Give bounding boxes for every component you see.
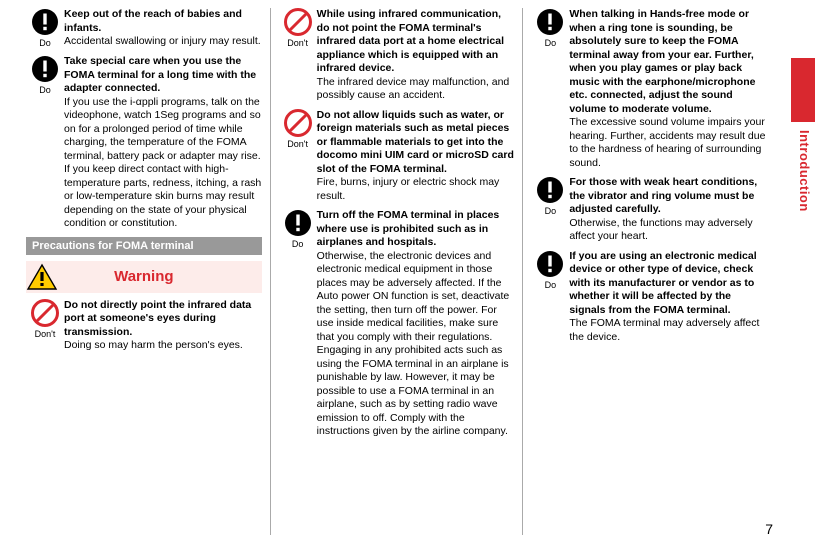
dont-icon-wrap: Don't	[279, 109, 317, 204]
do-icon-label: Do	[531, 38, 569, 49]
col1-after-warning: Don'tDo not directly point the infrared …	[26, 299, 262, 353]
precaution-body: Do not allow liquids such as water, or f…	[317, 109, 515, 204]
precaution-plain: Fire, burns, injury or electric shock ma…	[317, 176, 515, 203]
precaution-item: DoWhen talking in Hands-free mode or whe…	[531, 8, 767, 170]
warning-triangle-icon	[26, 263, 58, 291]
dont-icon-label: Don't	[279, 38, 317, 49]
do-icon-label: Do	[26, 38, 64, 49]
do-icon	[536, 176, 564, 204]
side-tab	[791, 58, 815, 122]
precaution-plain: If you use the i-αppli programs, talk on…	[64, 96, 262, 231]
dont-icon	[284, 109, 312, 137]
columns: DoKeep out of the reach of babies and in…	[18, 8, 775, 535]
precaution-bold: Turn off the FOMA terminal in places whe…	[317, 209, 515, 250]
precaution-plain: The FOMA terminal may adversely affect t…	[569, 317, 767, 344]
do-icon-wrap: Do	[531, 176, 569, 244]
dont-icon-wrap: Don't	[26, 299, 64, 353]
warning-label: Warning	[58, 268, 262, 285]
warning-bar: Warning	[26, 261, 262, 293]
precaution-item: Don'tWhile using infrared communication,…	[279, 8, 515, 103]
precaution-bold: Do not allow liquids such as water, or f…	[317, 109, 515, 177]
precaution-body: Take special care when you use the FOMA …	[64, 55, 262, 231]
do-icon-wrap: Do	[531, 8, 569, 170]
do-icon-label: Do	[279, 239, 317, 250]
col1-items: DoKeep out of the reach of babies and in…	[26, 8, 262, 231]
section-bar-precautions: Precautions for FOMA terminal	[26, 237, 262, 255]
do-icon	[536, 8, 564, 36]
do-icon-label: Do	[531, 280, 569, 291]
precaution-item: Don'tDo not directly point the infrared …	[26, 299, 262, 353]
do-icon-wrap: Do	[531, 250, 569, 345]
precaution-bold: If you are using an electronic medical d…	[569, 250, 767, 318]
precaution-body: While using infrared communication, do n…	[317, 8, 515, 103]
dont-icon-wrap: Don't	[279, 8, 317, 103]
do-icon	[536, 250, 564, 278]
side-label: Introduction	[797, 130, 812, 212]
dont-icon	[31, 299, 59, 327]
page-number: 7	[765, 521, 773, 537]
page: Introduction DoKeep out of the reach of …	[0, 0, 815, 543]
do-icon	[31, 8, 59, 36]
precaution-body: Do not directly point the infrared data …	[64, 299, 262, 353]
precaution-body: When talking in Hands-free mode or when …	[569, 8, 767, 170]
column-3: DoWhen talking in Hands-free mode or whe…	[523, 8, 775, 535]
precaution-item: DoTake special care when you use the FOM…	[26, 55, 262, 231]
do-icon-wrap: Do	[26, 55, 64, 231]
precaution-body: Keep out of the reach of babies and infa…	[64, 8, 262, 49]
warning-block: Warning	[26, 261, 262, 293]
do-icon	[284, 209, 312, 237]
precaution-plain: The excessive sound volume impairs your …	[569, 116, 767, 170]
precaution-bold: For those with weak heart conditions, th…	[569, 176, 767, 217]
dont-icon	[284, 8, 312, 36]
precaution-bold: Do not directly point the infrared data …	[64, 299, 262, 340]
do-icon	[31, 55, 59, 83]
precaution-bold: While using infrared communication, do n…	[317, 8, 515, 76]
dont-icon-label: Don't	[279, 139, 317, 150]
precaution-body: For those with weak heart conditions, th…	[569, 176, 767, 244]
precaution-item: DoFor those with weak heart conditions, …	[531, 176, 767, 244]
do-icon-label: Do	[531, 206, 569, 217]
precaution-plain: Otherwise, the electronic devices and el…	[317, 250, 515, 439]
precaution-bold: Keep out of the reach of babies and infa…	[64, 8, 262, 35]
dont-icon-label: Don't	[26, 329, 64, 340]
col2-items: Don'tWhile using infrared communication,…	[279, 8, 515, 439]
precaution-plain: The infrared device may malfunction, and…	[317, 76, 515, 103]
do-icon-wrap: Do	[26, 8, 64, 49]
precaution-bold: When talking in Hands-free mode or when …	[569, 8, 767, 116]
column-2: Don'tWhile using infrared communication,…	[271, 8, 524, 535]
column-1: DoKeep out of the reach of babies and in…	[18, 8, 271, 535]
precaution-plain: Doing so may harm the person's eyes.	[64, 339, 262, 353]
do-icon-label: Do	[26, 85, 64, 96]
precaution-body: If you are using an electronic medical d…	[569, 250, 767, 345]
do-icon-wrap: Do	[279, 209, 317, 439]
precaution-item: DoKeep out of the reach of babies and in…	[26, 8, 262, 49]
precaution-plain: Accidental swallowing or injury may resu…	[64, 35, 262, 49]
precaution-body: Turn off the FOMA terminal in places whe…	[317, 209, 515, 439]
precaution-plain: Otherwise, the functions may adversely a…	[569, 217, 767, 244]
precaution-item: Don'tDo not allow liquids such as water,…	[279, 109, 515, 204]
precaution-item: DoTurn off the FOMA terminal in places w…	[279, 209, 515, 439]
precaution-bold: Take special care when you use the FOMA …	[64, 55, 262, 96]
precaution-item: DoIf you are using an electronic medical…	[531, 250, 767, 345]
col3-items: DoWhen talking in Hands-free mode or whe…	[531, 8, 767, 344]
